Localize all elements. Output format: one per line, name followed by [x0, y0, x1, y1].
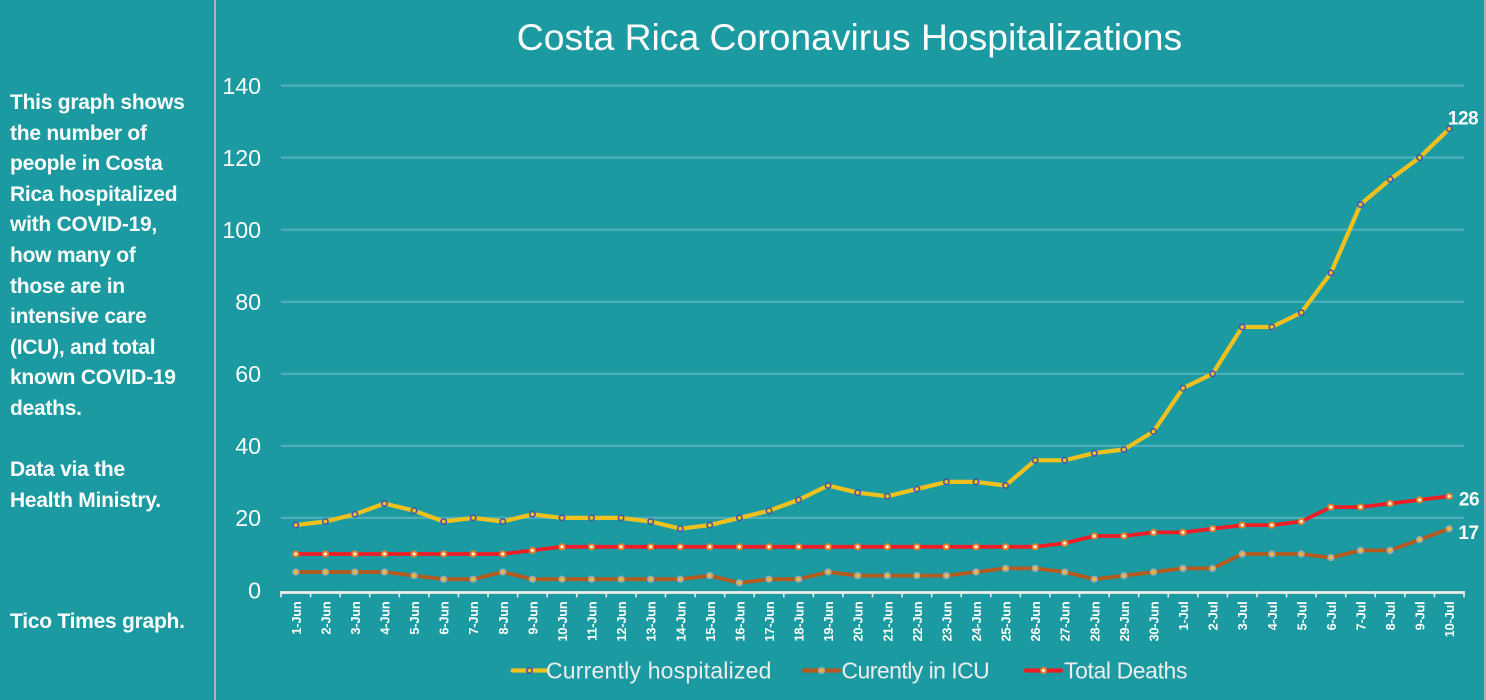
svg-text:6-Jul: 6-Jul [1324, 602, 1339, 631]
svg-text:24-Jun: 24-Jun [969, 601, 984, 641]
svg-text:2-Jul: 2-Jul [1206, 602, 1221, 631]
svg-text:80: 80 [235, 289, 261, 315]
svg-text:22-Jun: 22-Jun [910, 601, 925, 641]
svg-text:11-Jun: 11-Jun [585, 601, 600, 641]
svg-text:21-Jun: 21-Jun [880, 601, 895, 641]
svg-text:28-Jun: 28-Jun [1087, 601, 1102, 641]
svg-text:9-Jul: 9-Jul [1413, 602, 1428, 631]
svg-text:5-Jul: 5-Jul [1294, 602, 1309, 631]
svg-text:8-Jul: 8-Jul [1383, 602, 1398, 631]
svg-text:140: 140 [222, 73, 261, 99]
svg-text:8-Jun: 8-Jun [496, 601, 511, 635]
svg-text:25-Jun: 25-Jun [999, 601, 1014, 641]
svg-text:9-Jun: 9-Jun [525, 601, 540, 635]
svg-text:6-Jun: 6-Jun [437, 601, 452, 635]
svg-text:100: 100 [222, 217, 261, 243]
svg-text:0: 0 [248, 577, 261, 603]
svg-text:13-Jun: 13-Jun [644, 601, 659, 641]
svg-text:23-Jun: 23-Jun [939, 601, 954, 641]
svg-text:128: 128 [1448, 109, 1478, 130]
svg-text:18-Jun: 18-Jun [792, 601, 807, 641]
svg-text:40: 40 [235, 433, 261, 459]
svg-text:2-Jun: 2-Jun [318, 601, 333, 635]
svg-text:17: 17 [1458, 523, 1478, 544]
svg-text:1-Jun: 1-Jun [289, 601, 304, 635]
svg-text:29-Jun: 29-Jun [1117, 601, 1132, 641]
svg-text:3-Jul: 3-Jul [1235, 602, 1250, 631]
svg-text:20-Jun: 20-Jun [851, 601, 866, 641]
svg-text:30-Jun: 30-Jun [1147, 601, 1162, 641]
svg-text:3-Jun: 3-Jun [348, 601, 363, 635]
svg-text:26-Jun: 26-Jun [1028, 601, 1043, 641]
svg-text:16-Jun: 16-Jun [732, 601, 747, 641]
svg-text:14-Jun: 14-Jun [673, 601, 688, 641]
svg-text:4-Jul: 4-Jul [1265, 602, 1280, 631]
svg-text:60: 60 [235, 361, 261, 387]
svg-text:1-Jul: 1-Jul [1176, 602, 1191, 631]
svg-text:20: 20 [235, 505, 261, 531]
svg-text:17-Jun: 17-Jun [762, 601, 777, 641]
svg-text:27-Jun: 27-Jun [1058, 601, 1073, 641]
svg-text:10-Jul: 10-Jul [1442, 602, 1457, 638]
svg-text:5-Jun: 5-Jun [407, 601, 422, 635]
svg-text:120: 120 [222, 145, 261, 171]
svg-text:7-Jun: 7-Jun [466, 601, 481, 635]
svg-text:Currently hospitalized: Currently hospitalized [546, 658, 772, 684]
svg-text:15-Jun: 15-Jun [703, 601, 718, 641]
svg-text:10-Jun: 10-Jun [555, 601, 570, 641]
svg-text:Curently in ICU: Curently in ICU [842, 658, 990, 684]
svg-text:19-Jun: 19-Jun [821, 601, 836, 641]
svg-text:26: 26 [1459, 490, 1479, 511]
svg-text:12-Jun: 12-Jun [614, 601, 629, 641]
svg-text:Total Deaths: Total Deaths [1064, 658, 1187, 684]
svg-text:7-Jul: 7-Jul [1354, 602, 1369, 631]
svg-text:4-Jun: 4-Jun [378, 601, 393, 635]
